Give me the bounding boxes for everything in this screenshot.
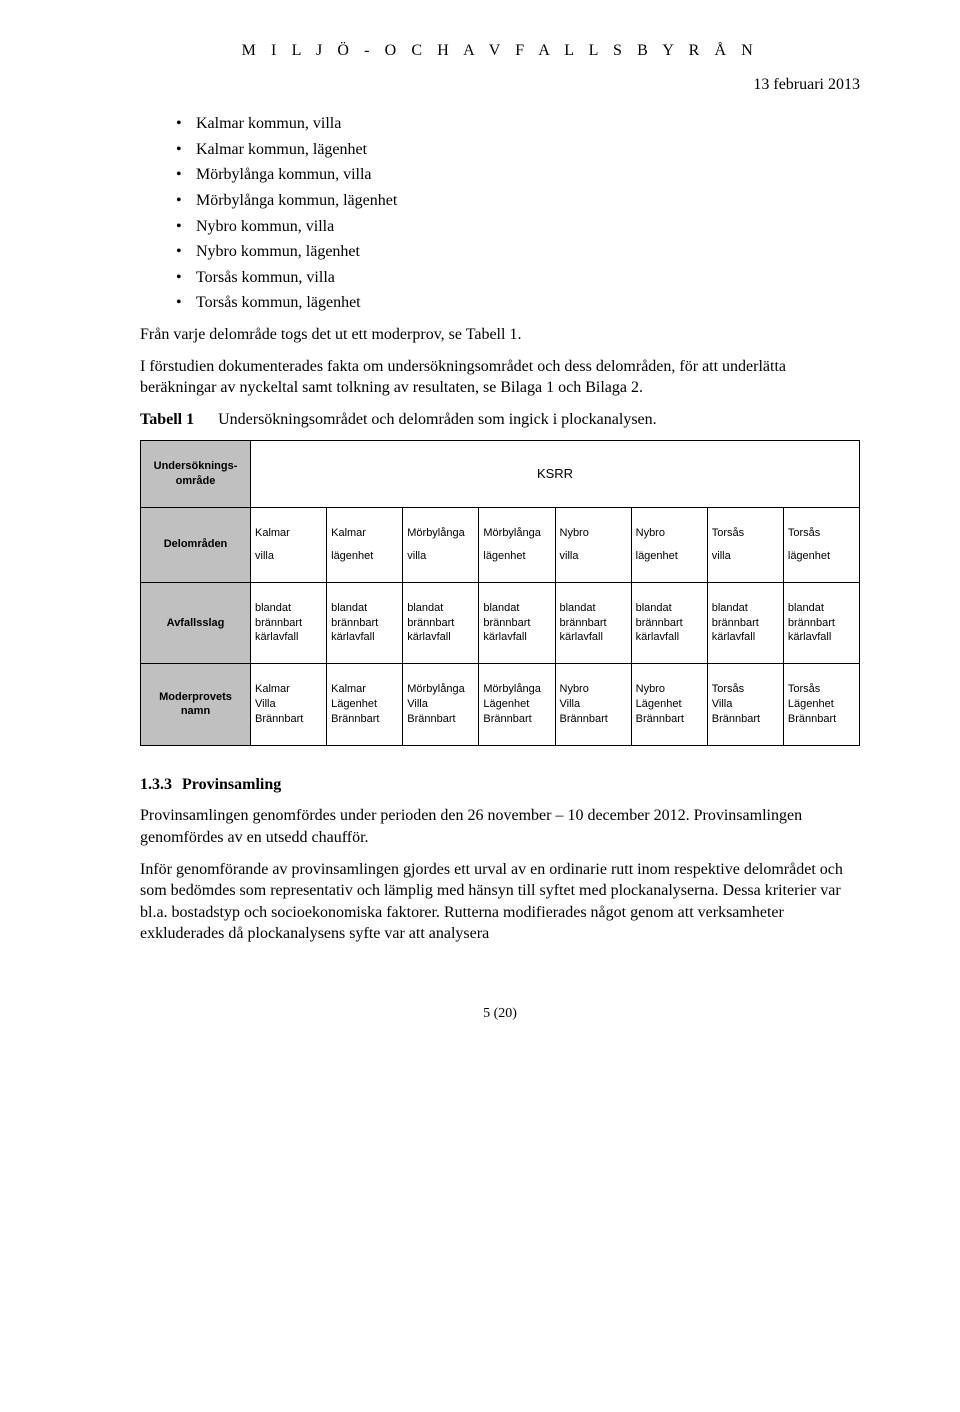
table-cell: blandatbrännbartkärlavfall — [783, 582, 859, 664]
table-cell: TorsåsVillaBrännbart — [707, 664, 783, 746]
table-cell: NybroLägenhetBrännbart — [631, 664, 707, 746]
list-item: Kalmar kommun, lägenhet — [176, 139, 860, 161]
list-item: Nybro kommun, villa — [176, 216, 860, 238]
section-title: Provinsamling — [182, 776, 281, 793]
list-item: Mörbylånga kommun, lägenhet — [176, 190, 860, 212]
row-header: Moderprovets namn — [141, 664, 251, 746]
org-header: M I L J Ö - O C H A V F A L L S B Y R Å … — [140, 40, 860, 62]
table-label: Tabell 1 — [140, 411, 194, 428]
section-number: 1.3.3 — [140, 776, 172, 793]
list-item: Mörbylånga kommun, villa — [176, 164, 860, 186]
paragraph: I förstudien dokumenterades fakta om und… — [140, 356, 860, 399]
table-cell: Kalmarlägenhet — [327, 508, 403, 583]
table-row: Delområden Kalmarvilla Kalmarlägenhet Mö… — [141, 508, 860, 583]
table-cell: blandatbrännbartkärlavfall — [631, 582, 707, 664]
table-caption-text: Undersökningsområdet och delområden som … — [218, 409, 657, 431]
list-item: Torsås kommun, villa — [176, 267, 860, 289]
list-item: Kalmar kommun, villa — [176, 113, 860, 135]
table-cell: MörbylångaVillaBrännbart — [403, 664, 479, 746]
table-cell: Mörbylångavilla — [403, 508, 479, 583]
table-cell: blandatbrännbartkärlavfall — [479, 582, 555, 664]
table-cell: KalmarVillaBrännbart — [251, 664, 327, 746]
table-cell: Torsåslägenhet — [783, 508, 859, 583]
table-cell: blandatbrännbartkärlavfall — [251, 582, 327, 664]
table-cell: TorsåsLägenhetBrännbart — [783, 664, 859, 746]
table-row: Avfallsslag blandatbrännbartkärlavfall b… — [141, 582, 860, 664]
table-cell: blandatbrännbartkärlavfall — [707, 582, 783, 664]
table-row: Moderprovets namn KalmarVillaBrännbart K… — [141, 664, 860, 746]
table-cell: blandatbrännbartkärlavfall — [555, 582, 631, 664]
row-header: Avfallsslag — [141, 582, 251, 664]
page-number: 5 (20) — [140, 1005, 860, 1024]
table-cell: KalmarLägenhetBrännbart — [327, 664, 403, 746]
table-cell: NybroVillaBrännbart — [555, 664, 631, 746]
list-item: Nybro kommun, lägenhet — [176, 241, 860, 263]
row-header: Undersöknings-område — [141, 441, 251, 508]
table-cell: blandatbrännbartkärlavfall — [403, 582, 479, 664]
kommun-list: Kalmar kommun, villa Kalmar kommun, läge… — [140, 113, 860, 314]
table-cell: Nybrolägenhet — [631, 508, 707, 583]
table-row: Undersöknings-område KSRR — [141, 441, 860, 508]
paragraph: Från varje delområde togs det ut ett mod… — [140, 324, 860, 346]
doc-date: 13 februari 2013 — [140, 74, 860, 96]
paragraph: Provinsamlingen genomfördes under period… — [140, 805, 860, 848]
table-cell: blandatbrännbartkärlavfall — [327, 582, 403, 664]
row-header: Delområden — [141, 508, 251, 583]
paragraph: Inför genomförande av provinsamlingen gj… — [140, 859, 860, 945]
table-caption: Tabell 1 Undersökningsområdet och delomr… — [140, 409, 860, 431]
table-cell: Mörbylångalägenhet — [479, 508, 555, 583]
section-heading: 1.3.3 Provinsamling — [140, 774, 860, 796]
table-cell: Torsåsvilla — [707, 508, 783, 583]
ksrr-cell: KSRR — [251, 441, 860, 508]
table-cell: Kalmarvilla — [251, 508, 327, 583]
table-cell: Nybrovilla — [555, 508, 631, 583]
list-item: Torsås kommun, lägenhet — [176, 292, 860, 314]
analysis-table: Undersöknings-område KSRR Delområden Kal… — [140, 440, 860, 745]
table-cell: MörbylångaLägenhetBrännbart — [479, 664, 555, 746]
